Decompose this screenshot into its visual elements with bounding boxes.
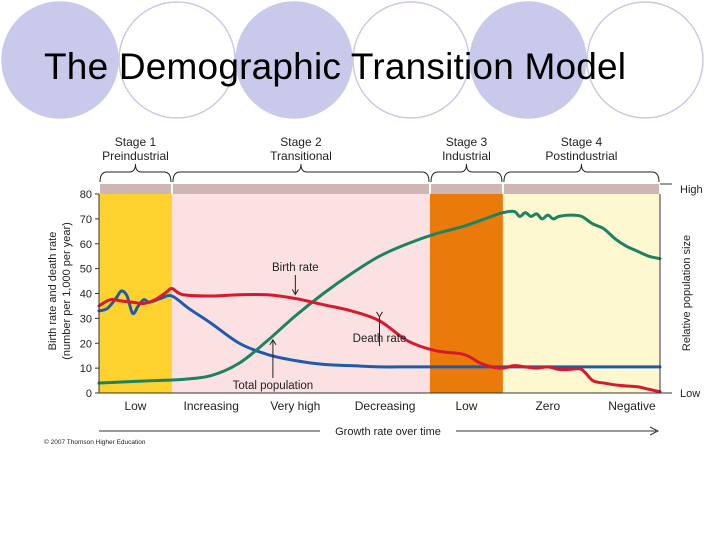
y-tick-label: 70 [80,214,92,226]
deco-circle-3 [235,1,353,119]
growth-rate-label: Increasing [184,399,239,413]
stage-3-label: Industrial [442,149,491,163]
y-tick-label: 10 [80,363,92,375]
stage-2-name: Stage 2 [280,135,322,149]
stage-1-bracket [99,163,172,183]
y-tick-label: 30 [80,313,92,325]
decorative-circles [1,1,704,119]
y2-high-label: High [680,184,703,196]
total-population-arrowhead [269,338,277,346]
growth-arrow-head [649,426,660,436]
deco-circle-4 [352,1,470,119]
stage-1-background [99,194,172,393]
series-lines [97,209,662,394]
growth-rate-label: Very high [270,399,320,413]
total-population-line [97,209,662,385]
death-rate-annotation: Death rate [353,333,407,345]
y-axis-label: Birth rate and death rate [47,232,59,351]
stage-2-band [172,184,429,194]
y-tick-label: 40 [80,289,92,301]
birth-rate-annotation: Birth rate [272,262,319,274]
stage-1-label: Preindustrial [102,149,169,163]
y-tick-label: 20 [80,338,92,350]
growth-rate-label: Decreasing [355,399,416,413]
growth-rate-label: Low [455,399,477,413]
stage-4-name: Stage 4 [561,135,603,149]
deco-circle-1 [1,1,119,119]
stage-4-band [503,184,659,194]
stage-1-name: Stage 1 [115,135,157,149]
stage-3-band [430,184,502,194]
stage-3-bracket [430,163,503,183]
stage-backgrounds [99,163,660,393]
stage-4-background [502,194,660,393]
growth-rate-label: Negative [608,399,656,413]
copyright-text: © 2007 Thomson Higher Education [44,438,146,446]
stage-2-bracket [172,163,430,183]
total-population-annotation: Total population [233,380,314,392]
stage-2-label: Transitional [270,149,332,163]
y-tick-label: 60 [80,239,92,251]
y-axis-label-units: (number per 1,000 per year) [61,222,73,360]
growth-rate-label: Zero [535,399,560,413]
deco-circle-5 [469,1,587,119]
y2-low-label: Low [680,388,700,400]
stage-4-label: Postindustrial [545,149,617,163]
deco-circle-2 [118,1,236,119]
stage-1-band [100,184,171,194]
stage-3-name: Stage 3 [446,135,488,149]
stage-4-bracket [503,163,660,183]
death-rate-line [97,289,662,369]
y2-axis-label: Relative population size [681,235,693,351]
y-tick-label: 50 [80,264,92,276]
birth-rate-line [97,286,662,394]
y-tick-label: 0 [86,388,92,400]
stage-2-background [171,194,430,393]
x-axis-label: Growth rate over time [335,426,441,438]
y-tick-label: 80 [80,189,92,201]
deco-circle-6 [586,1,704,119]
death-rate-arrowhead [376,311,383,318]
slide-title: The Demographic Transition Model [44,46,627,87]
growth-rate-label: Low [124,399,146,413]
axes [95,183,672,436]
birth-rate-arrowhead [291,289,299,296]
stage-3-background [429,194,503,393]
